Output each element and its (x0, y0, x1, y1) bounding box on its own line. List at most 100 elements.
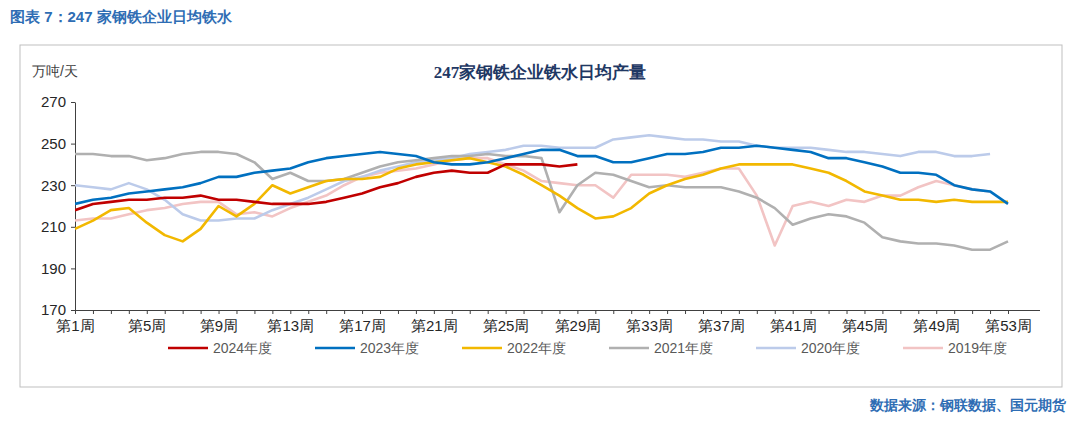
legend-swatch (462, 347, 502, 350)
source-note: 数据来源：钢联数据、国元期货 (869, 397, 1067, 413)
x-tick-mark (147, 310, 148, 314)
x-tick-mark (434, 310, 435, 314)
x-tick-mark (201, 310, 202, 314)
x-tick-mark (506, 310, 507, 314)
x-tick-mark (308, 310, 309, 314)
x-tick-mark (452, 310, 453, 314)
x-tick: 第33周 (626, 310, 673, 334)
x-tick-mark (524, 310, 525, 314)
y-tick-label: 250 (41, 135, 66, 152)
x-tick: 第53周 (985, 310, 1032, 334)
x-tick (703, 310, 704, 314)
x-tick (165, 310, 166, 314)
x-tick: 第13周 (267, 310, 314, 334)
y-tick-label: 270 (41, 93, 66, 110)
x-axis: 第1周第5周第9周第13周第17周第21周第25周第29周第33周第37周第41… (56, 310, 1032, 334)
legend-label: 2022年度 (507, 340, 566, 356)
x-tick (308, 310, 309, 314)
x-tick-mark (236, 310, 237, 314)
series-line (75, 152, 1008, 250)
x-tick (811, 310, 812, 314)
x-tick (524, 310, 525, 314)
x-tick-mark (757, 310, 758, 314)
legend-swatch (315, 347, 355, 350)
plot-area (75, 135, 1008, 249)
x-tick-label: 第37周 (698, 317, 745, 334)
x-tick-mark (829, 310, 830, 314)
x-tick-label: 第5周 (128, 317, 166, 334)
x-tick-label: 第9周 (200, 317, 238, 334)
x-tick-label: 第25周 (483, 317, 530, 334)
x-tick-mark (272, 310, 273, 314)
x-tick-mark (954, 310, 955, 314)
x-tick (326, 310, 327, 314)
x-tick-mark (326, 310, 327, 314)
x-tick (613, 310, 614, 314)
x-tick-label: 第33周 (626, 317, 673, 334)
x-tick (272, 310, 273, 314)
x-tick (667, 310, 668, 314)
series-line (75, 158, 1008, 241)
x-tick-mark (847, 310, 848, 314)
y-tick: 250 (41, 135, 75, 152)
y-tick-label: 210 (41, 218, 66, 235)
x-tick-mark (721, 310, 722, 314)
x-tick (775, 310, 776, 314)
x-tick-label: 第1周 (56, 317, 94, 334)
x-tick-mark (882, 310, 883, 314)
x-tick-mark (972, 310, 973, 314)
legend-label: 2024年度 (213, 340, 272, 356)
x-tick: 第9周 (200, 310, 238, 334)
y-tick-label: 190 (41, 260, 66, 277)
chart-frame (20, 45, 1062, 387)
y-tick-mark (71, 310, 75, 311)
x-tick-mark (416, 310, 417, 314)
x-tick-mark (344, 310, 345, 314)
x-tick (685, 310, 686, 314)
x-tick-mark (183, 310, 184, 314)
series-line (75, 158, 990, 245)
legend-label: 2023年度 (360, 340, 419, 356)
legend-label: 2019年度 (948, 340, 1007, 356)
x-tick-mark (739, 310, 740, 314)
x-tick-label: 第29周 (555, 317, 602, 334)
y-tick: 190 (41, 260, 75, 277)
x-tick (972, 310, 973, 314)
x-tick (918, 310, 919, 314)
x-tick-mark (470, 310, 471, 314)
x-tick-mark (649, 310, 650, 314)
legend: 2024年度 2023年度 2022年度 2021年度 2020年度 2019年度 (168, 340, 1007, 356)
x-tick-mark (219, 310, 220, 314)
x-tick: 第45周 (842, 310, 889, 334)
x-tick-mark (613, 310, 614, 314)
x-tick-mark (685, 310, 686, 314)
x-axis-extension (1008, 310, 1040, 311)
x-tick-mark (362, 310, 363, 314)
x-tick (93, 310, 94, 314)
x-tick-mark (129, 310, 130, 314)
x-tick-mark (864, 310, 865, 314)
y-axis-title: 万吨/天 (32, 63, 78, 79)
x-tick-mark (111, 310, 112, 314)
x-tick (542, 310, 543, 314)
legend-label: 2020年度 (801, 340, 860, 356)
x-tick-mark (703, 310, 704, 314)
x-tick: 第41周 (770, 310, 817, 334)
x-tick-mark (542, 310, 543, 314)
x-tick-mark (595, 310, 596, 314)
y-tick-label: 230 (41, 177, 66, 194)
legend-swatch (756, 347, 796, 350)
x-tick: 第49周 (913, 310, 960, 334)
x-tick (398, 310, 399, 314)
x-tick (344, 310, 345, 314)
legend-label: 2021年度 (654, 340, 713, 356)
series-line (75, 146, 1008, 204)
x-tick-mark (398, 310, 399, 314)
series-line (75, 164, 577, 210)
x-tick: 第21周 (411, 310, 458, 334)
x-tick (631, 310, 632, 314)
x-tick (236, 310, 237, 314)
x-tick: 第37周 (698, 310, 745, 334)
x-tick-label: 第53周 (985, 317, 1032, 334)
x-tick-mark (254, 310, 255, 314)
